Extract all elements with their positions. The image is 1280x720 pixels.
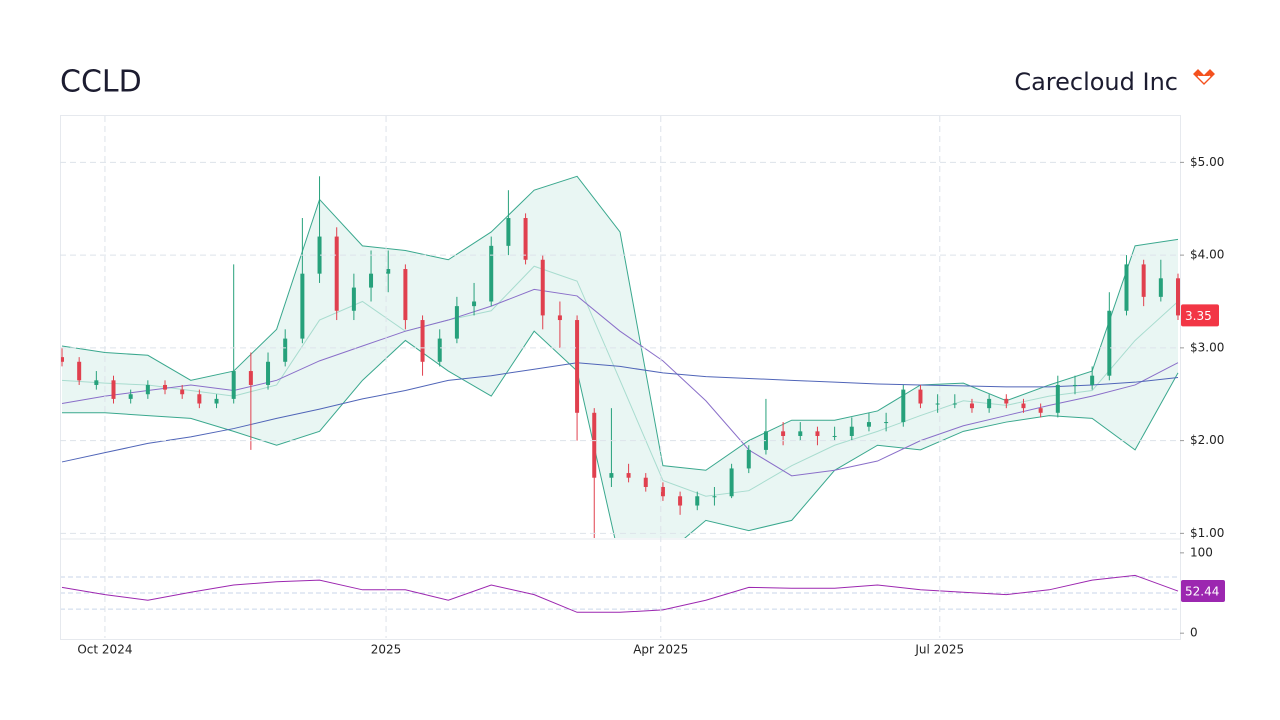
candle-body <box>729 468 734 497</box>
candle-body <box>163 384 168 390</box>
candle-body <box>592 412 597 478</box>
candle-body <box>61 357 64 362</box>
candle-body <box>678 496 683 506</box>
candle-body <box>746 449 751 469</box>
candle-body <box>437 338 442 362</box>
candle-body <box>1021 403 1026 409</box>
candle-body <box>351 287 356 311</box>
candle-body <box>454 306 459 339</box>
candle-body <box>557 315 562 321</box>
indicator-line <box>61 362 1179 463</box>
rsi-tag-label: 52.44 <box>1185 585 1219 599</box>
candle-body <box>180 389 185 395</box>
candle-body <box>369 273 374 288</box>
candle-body <box>94 380 99 385</box>
candle-body <box>145 384 150 395</box>
frame <box>60 115 1181 640</box>
candle-body <box>403 269 408 321</box>
candle-body <box>506 218 511 246</box>
y-tick-label: $4.00 <box>1190 248 1224 262</box>
candle-body <box>283 338 288 362</box>
candle-body <box>866 422 871 427</box>
candle-body <box>1107 310 1112 376</box>
rsi-line <box>61 574 1179 613</box>
candle-body <box>523 218 528 260</box>
candle-body <box>231 371 236 399</box>
chart-title: CCLD <box>60 65 142 100</box>
candle-body <box>849 426 854 436</box>
price-tag-label: 3.35 <box>1185 309 1212 323</box>
candle-body <box>266 361 271 385</box>
price-tag <box>1181 304 1219 327</box>
price-panel <box>61 175 1180 538</box>
candle-body <box>197 394 202 404</box>
candle-body <box>609 473 614 478</box>
candle-body <box>695 496 700 506</box>
indicator-line <box>61 288 1179 477</box>
candle-body <box>489 245 494 302</box>
candle-body <box>969 403 974 409</box>
candle-body <box>540 259 545 316</box>
candle-body <box>420 320 425 362</box>
indicator-line <box>61 175 1179 471</box>
candle-body <box>386 269 391 274</box>
y-tick-label: $3.00 <box>1190 340 1224 354</box>
company-name: Carecloud Inc <box>1014 68 1178 96</box>
candle-body <box>935 403 940 405</box>
candle-body <box>987 398 992 409</box>
candle-body <box>1090 375 1095 385</box>
candle-body <box>1038 408 1043 413</box>
candle-body <box>798 431 803 436</box>
candle-body <box>1055 384 1060 413</box>
rsi-tag <box>1181 580 1225 603</box>
candle-body <box>918 389 923 404</box>
y-tick-label: $2.00 <box>1190 433 1224 447</box>
candle-body <box>248 371 253 385</box>
candle-body <box>111 380 116 399</box>
candle-body <box>317 236 322 274</box>
candle-body <box>1141 264 1146 297</box>
candle-body <box>884 422 889 424</box>
rsi-panel <box>61 574 1180 613</box>
candle-body <box>626 473 631 478</box>
x-tick-label: Oct 2024 <box>77 643 132 657</box>
band-fill <box>62 176 1178 538</box>
candle-body <box>575 320 580 413</box>
logo <box>1190 66 1218 88</box>
x-tick-label: Apr 2025 <box>633 643 688 657</box>
candle-body <box>643 477 648 487</box>
axes: Oct 2024 2025 Apr 2025 Jul 2025 $1.00 $2.00 $3… <box>60 116 1225 657</box>
y-tick-label: $1.00 <box>1190 526 1224 540</box>
candle-body <box>77 361 82 381</box>
indicator-line <box>61 265 1179 497</box>
x-tick-label: Jul 2025 <box>914 643 964 657</box>
candle-body <box>815 431 820 436</box>
candle-body <box>660 486 665 497</box>
candle-body <box>300 273 305 339</box>
candle-body <box>901 389 906 423</box>
candle-body <box>214 398 219 404</box>
candle-body <box>952 403 957 405</box>
candle-body <box>472 301 477 307</box>
y-tick-label: 100 <box>1190 545 1213 559</box>
candle-body <box>128 394 133 399</box>
candle-body <box>1158 278 1163 297</box>
candle-body <box>1124 264 1129 311</box>
candle-body <box>1072 384 1077 386</box>
candle-body <box>712 496 717 498</box>
candle-body <box>1004 398 1009 404</box>
y-tick-label: 0 <box>1190 626 1198 640</box>
indicator-line <box>62 330 1179 538</box>
candle-body <box>334 236 339 311</box>
x-tick-label: 2025 <box>371 643 402 657</box>
y-tick-label: $5.00 <box>1190 155 1224 169</box>
candle-body <box>1176 278 1180 316</box>
candle-body <box>781 431 786 436</box>
candle-body <box>832 435 837 437</box>
